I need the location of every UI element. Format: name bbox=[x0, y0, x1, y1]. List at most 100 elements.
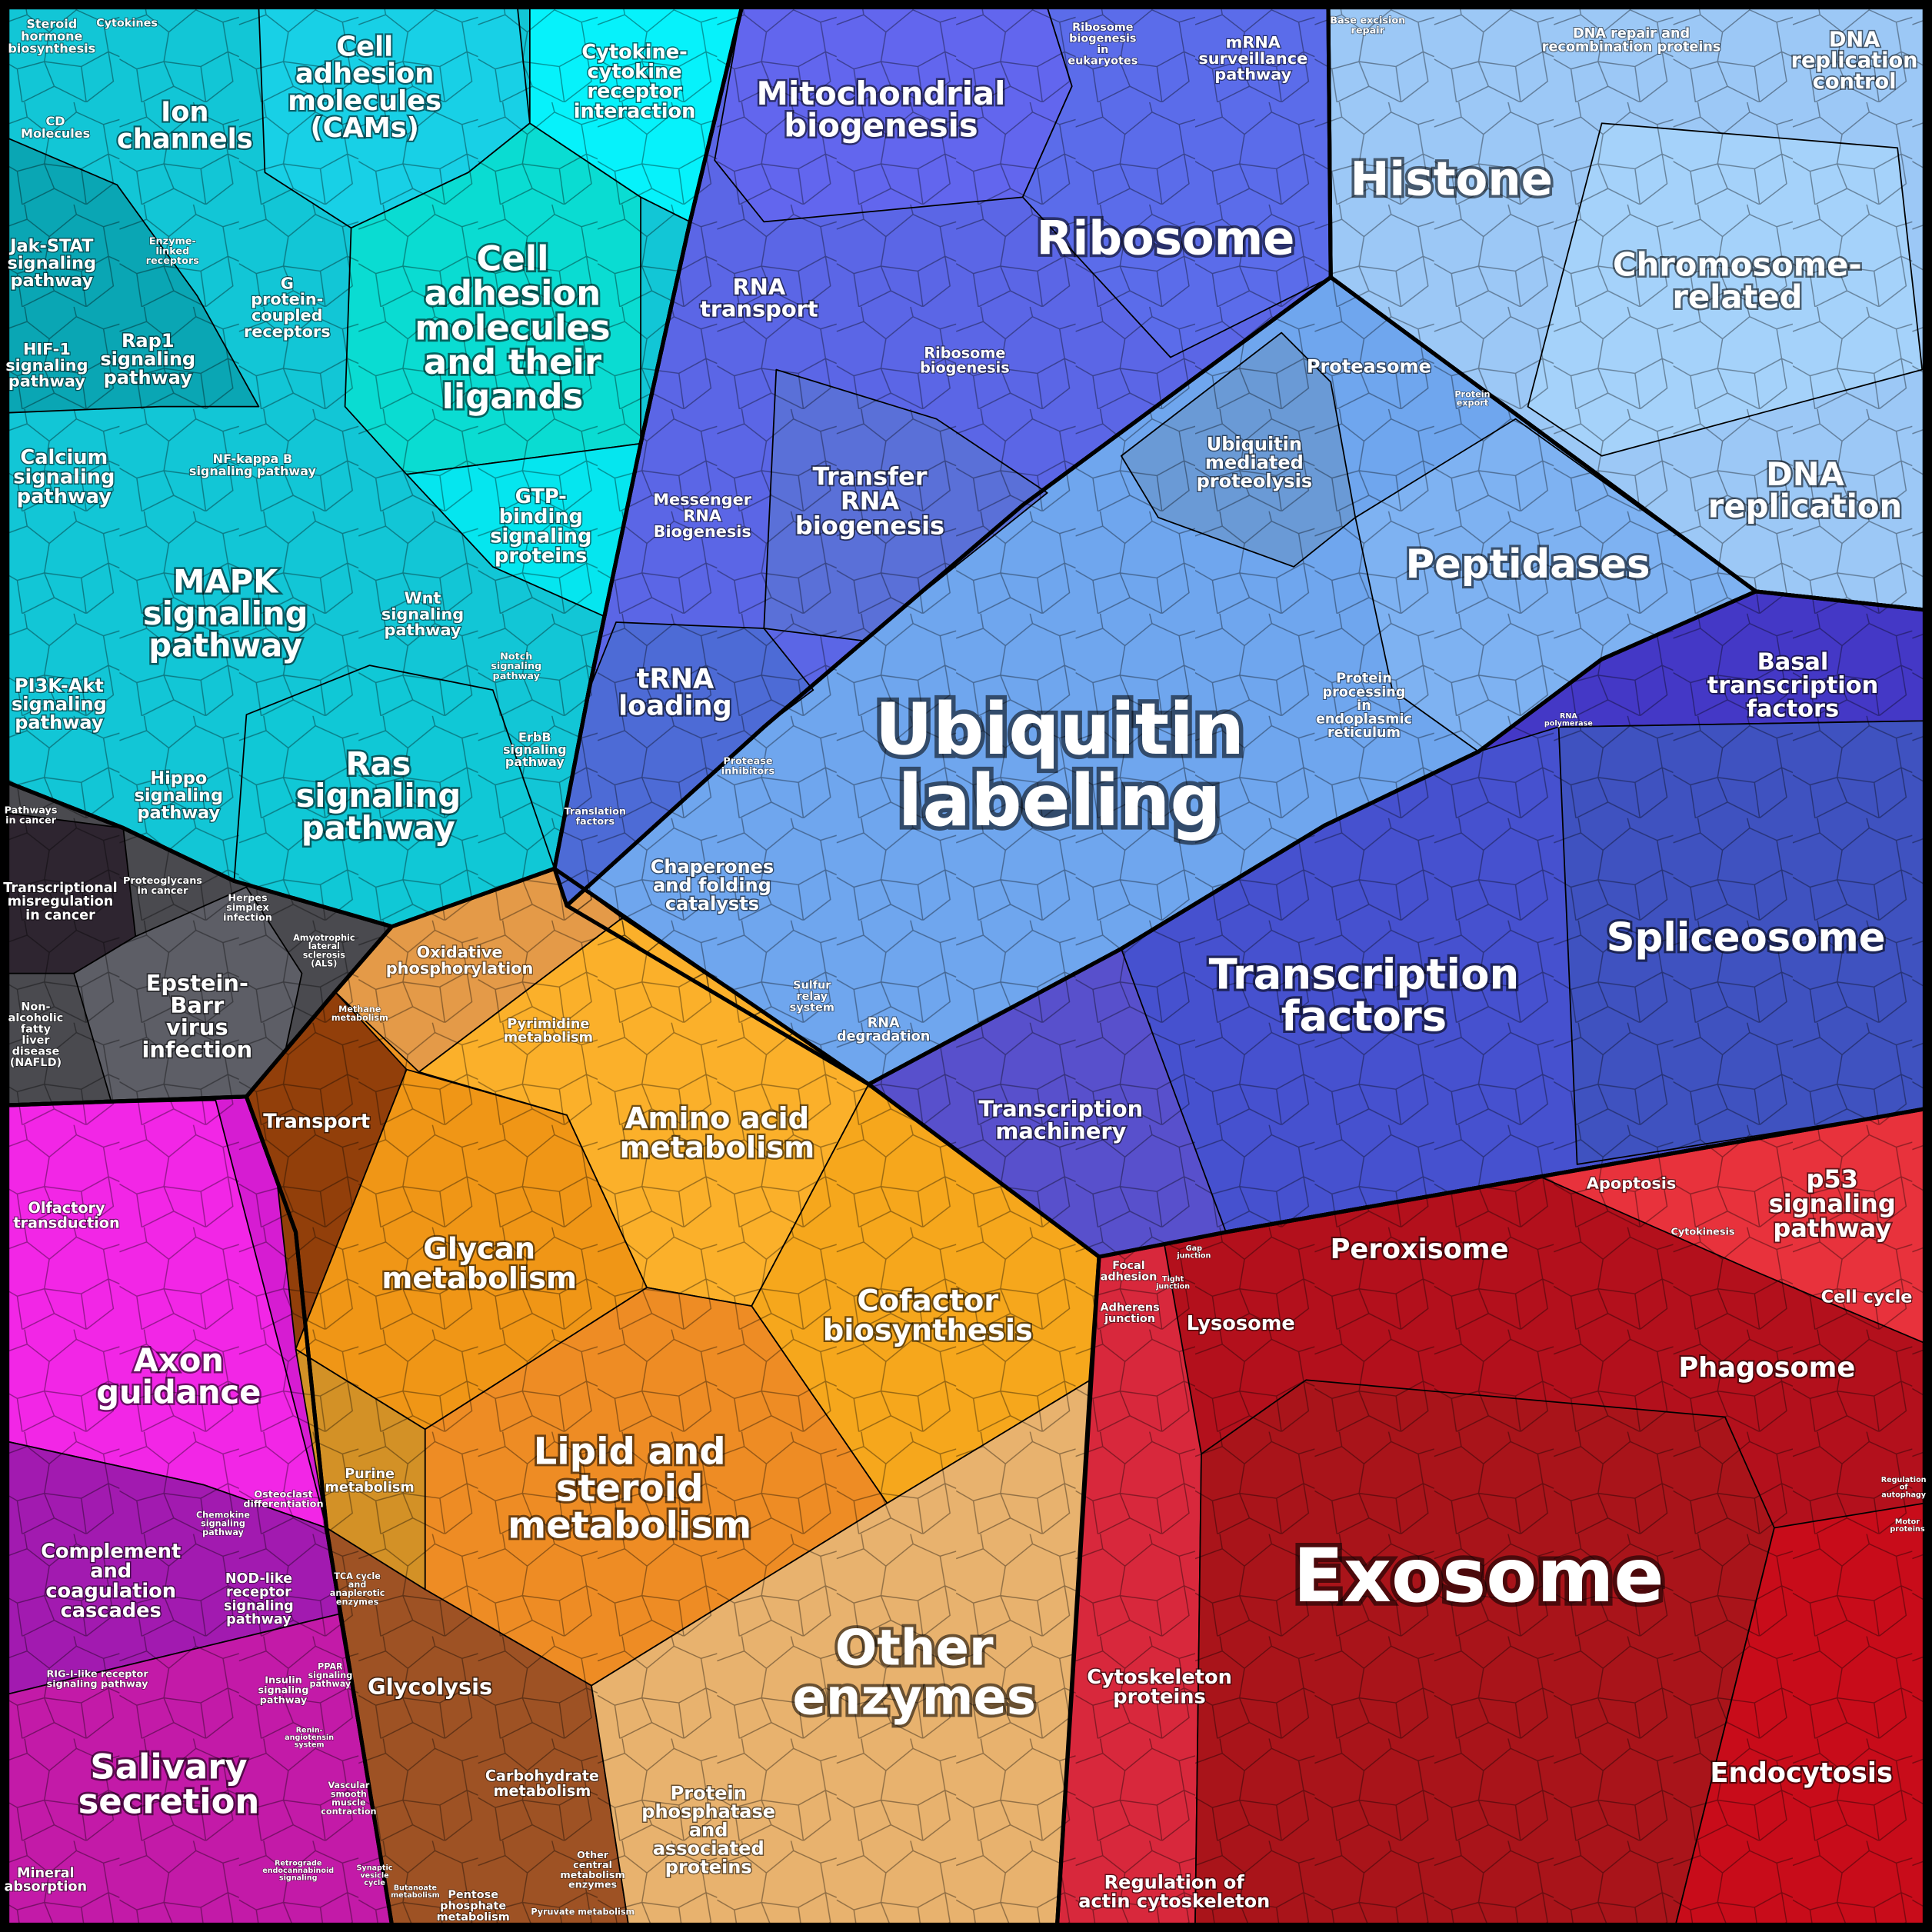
cell-texture bbox=[246, 868, 1100, 1925]
region-label: signaling bbox=[381, 605, 464, 623]
region-label: Cell bbox=[336, 31, 393, 62]
region-label: Histone bbox=[1350, 152, 1553, 207]
region-label: junction bbox=[1176, 1251, 1211, 1260]
region-label: Transfer bbox=[813, 462, 928, 491]
region-label: Pyruvate metabolism bbox=[531, 1907, 635, 1917]
region-label: Vascular bbox=[328, 1780, 369, 1790]
region-label: in bbox=[1357, 698, 1371, 714]
region-label: contraction bbox=[321, 1807, 376, 1817]
region-label: TCA cycle bbox=[334, 1571, 381, 1581]
region-label: pathway bbox=[385, 621, 461, 639]
region-label: NOD-like bbox=[225, 1571, 292, 1587]
region-label: of bbox=[1900, 1484, 1909, 1492]
region-label: Apoptosis bbox=[1587, 1174, 1676, 1193]
region-label: guidance bbox=[96, 1374, 261, 1411]
region-label: Mineral bbox=[17, 1866, 75, 1881]
region-label: Phagosome bbox=[1678, 1352, 1855, 1384]
region-label: metabolism bbox=[325, 1480, 415, 1495]
region-label: pathway bbox=[505, 754, 565, 769]
region-label: smooth bbox=[331, 1789, 367, 1799]
region-label: Messenger bbox=[653, 490, 752, 508]
region-label: in cancer bbox=[5, 814, 57, 826]
region-label: (CAMs) bbox=[311, 112, 419, 144]
region-label: PI3K-Akt bbox=[15, 675, 104, 696]
region-label: Cofactor bbox=[857, 1284, 998, 1318]
region-label: Biogenesis bbox=[654, 522, 751, 541]
region-label: Pyrimidine bbox=[507, 1017, 589, 1032]
region-label: Pentose bbox=[448, 1889, 498, 1901]
region-label: biogenesis bbox=[1069, 32, 1136, 45]
region-label: Ubiquitin bbox=[874, 688, 1244, 771]
region-label: system bbox=[295, 1740, 325, 1749]
region-label: RNA bbox=[683, 506, 721, 525]
region-label: signaling bbox=[296, 777, 461, 814]
region-label: pathway bbox=[493, 671, 541, 682]
region-label: metabolism bbox=[391, 1891, 439, 1900]
region-label: Wnt bbox=[405, 589, 441, 608]
region-label: proteins bbox=[1890, 1525, 1924, 1534]
region-label: proteolysis bbox=[1197, 470, 1313, 491]
region-label: RNA bbox=[733, 274, 786, 300]
region-label: Gap bbox=[1186, 1244, 1202, 1253]
region-label: adhesion bbox=[1101, 1271, 1158, 1284]
region-label: pathway bbox=[226, 1612, 291, 1627]
region-label: Cytokine- bbox=[581, 41, 687, 64]
region-label: secretion bbox=[78, 1780, 260, 1821]
region-label: Transcription bbox=[1209, 950, 1520, 999]
region-label: ErbB bbox=[518, 730, 551, 744]
region-label: Basal bbox=[1757, 648, 1829, 675]
cell-texture bbox=[7, 7, 742, 927]
region-label: Carbohydrate bbox=[485, 1767, 599, 1785]
region-label: GTP- bbox=[515, 485, 567, 508]
region-label: HIF-1 bbox=[23, 340, 71, 358]
region-label: junction bbox=[1155, 1283, 1190, 1291]
region-label: Insulin bbox=[265, 1675, 301, 1687]
region-label: signaling bbox=[201, 1519, 245, 1529]
region-label: Chemokine bbox=[196, 1511, 250, 1521]
labels: UbiquitinlabelingExosomeRibosomeHistoneC… bbox=[2, 15, 1927, 1924]
region-label: phosphorylation bbox=[386, 959, 534, 978]
region-label: biogenesis bbox=[795, 511, 944, 541]
region-label: fatty bbox=[21, 1024, 52, 1036]
region-label: pathway bbox=[260, 1694, 308, 1706]
region-label: coupled bbox=[251, 306, 323, 325]
region-label: Cytokines bbox=[96, 17, 158, 29]
region-label: Focal bbox=[1112, 1260, 1144, 1272]
region-label: disease bbox=[12, 1045, 60, 1058]
region-label: p53 bbox=[1806, 1164, 1858, 1194]
region-label: control bbox=[1813, 70, 1897, 94]
region-label: proteins bbox=[665, 1857, 752, 1878]
region-label: molecules bbox=[288, 85, 441, 117]
region-label: adhesion bbox=[425, 272, 601, 313]
region-label: receptors bbox=[244, 322, 331, 341]
region-label: Cell cycle bbox=[1821, 1287, 1913, 1307]
region-label: signaling bbox=[490, 525, 591, 548]
region-label: Ribosome bbox=[1037, 212, 1295, 266]
region-label: junction bbox=[1104, 1313, 1155, 1325]
cell-texture bbox=[566, 277, 1756, 1084]
region-label: Glycolysis bbox=[368, 1674, 492, 1700]
region-label: degradation bbox=[837, 1029, 930, 1044]
region-label: signaling bbox=[135, 785, 223, 805]
region-label: system bbox=[790, 1001, 834, 1014]
region-label: RNA bbox=[868, 1015, 900, 1031]
region-label: Calcium bbox=[20, 446, 108, 469]
region-label: Tight bbox=[1162, 1275, 1184, 1284]
region-label: receptor bbox=[587, 80, 682, 103]
region-label: cycle bbox=[364, 1879, 385, 1887]
region-label: Butanoate bbox=[394, 1884, 438, 1892]
region-label: linked bbox=[155, 245, 189, 257]
region-label: metabolism bbox=[381, 1261, 577, 1296]
region-label: enzymes bbox=[336, 1597, 379, 1607]
cell-texture bbox=[554, 7, 1331, 906]
region-label: endocannabinoid bbox=[262, 1867, 334, 1875]
region-label: metabolism bbox=[508, 1504, 751, 1547]
region-label: inhibitors bbox=[721, 765, 775, 777]
region-label: relay bbox=[797, 991, 828, 1003]
region-label: proteins bbox=[495, 545, 588, 568]
region-label: and bbox=[689, 1820, 728, 1841]
region-label: endoplasmic bbox=[1316, 712, 1412, 728]
region-label: PPAR bbox=[318, 1662, 343, 1672]
region-label: catalysts bbox=[665, 893, 759, 914]
region-label: metabolism bbox=[493, 1782, 591, 1800]
